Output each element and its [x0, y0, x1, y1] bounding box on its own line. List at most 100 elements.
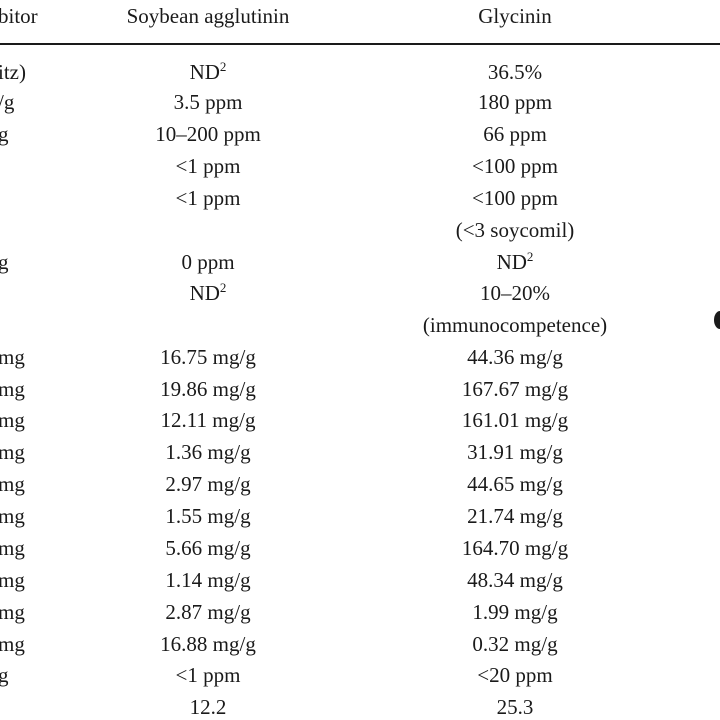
cell-text: 21.74 mg/g	[467, 504, 563, 528]
table-cell-col0-row-2: g	[0, 124, 9, 145]
table-cell-col2-row-9: 44.36 mg/g	[467, 347, 563, 368]
cell-text: 10–20%	[480, 281, 550, 305]
cell-text: mg	[0, 408, 25, 432]
table-cell-col1-row-12: 1.36 mg/g	[165, 442, 250, 463]
table-cell-col1-row-16: 1.14 mg/g	[165, 570, 250, 591]
cell-text: ND	[496, 250, 527, 274]
cell-text: 12.2	[189, 695, 227, 719]
cell-text: mg	[0, 568, 25, 592]
table-cell-col1-row-6: 0 ppm	[181, 252, 234, 273]
cell-text: 12.11 mg/g	[160, 408, 256, 432]
table-cell-col2-row-13: 44.65 mg/g	[467, 474, 563, 495]
table-cell-col1-row-0: ND2	[189, 59, 227, 84]
table-cell-col2-row-20: 25.3	[497, 697, 534, 718]
cell-text: 180 ppm	[477, 90, 553, 114]
cell-text: (<3 soycomil)	[455, 218, 575, 242]
cell-text: mg	[0, 472, 25, 496]
cell-text: ND	[189, 60, 220, 84]
cell-text: g	[0, 663, 9, 687]
cell-text: 0 ppm	[181, 250, 235, 274]
table-cell-col0-row-1: /g	[0, 92, 14, 113]
cell-text: <1 ppm	[175, 663, 241, 687]
cell-text: (immunocompetence)	[422, 313, 608, 337]
cell-text: 16.88 mg/g	[160, 632, 256, 656]
table-cell-col2-row-5: (<3 soycomil)	[456, 220, 575, 241]
cell-text: mg	[0, 345, 25, 369]
table-cell-col0-row-13: mg	[0, 474, 25, 495]
cell-text: mg	[0, 632, 25, 656]
table-cell-col1-row-3: <1 ppm	[176, 156, 241, 177]
header-col-glycinin: Glycinin	[478, 4, 552, 28]
table-cell-col0-row-17: mg	[0, 602, 25, 623]
cell-text: g	[0, 122, 9, 146]
table-cell-col1-row-14: 1.55 mg/g	[165, 506, 250, 527]
cell-text: mg	[0, 440, 25, 464]
cell-text: 1.14 mg/g	[165, 568, 251, 592]
table-cell-col0-row-15: mg	[0, 538, 25, 559]
table-cell-col2-row-3: <100 ppm	[472, 156, 558, 177]
table-cell-col2-row-18: 0.32 mg/g	[472, 634, 557, 655]
table-cell-col1-row-2: 10–200 ppm	[155, 124, 261, 145]
cell-text: 44.36 mg/g	[467, 345, 563, 369]
cell-text: 167.67 mg/g	[461, 377, 569, 401]
table-cell-col2-row-14: 21.74 mg/g	[467, 506, 563, 527]
table-cell-col1-row-18: 16.88 mg/g	[160, 634, 256, 655]
cell-text: 5.66 mg/g	[165, 536, 251, 560]
cell-text: 48.34 mg/g	[467, 568, 563, 592]
table-cell-col0-row-6: g	[0, 252, 9, 273]
table-cell-col2-row-10: 167.67 mg/g	[462, 379, 568, 400]
cell-text: itz)	[0, 60, 26, 84]
table-cell-col2-row-6: ND2	[496, 249, 534, 274]
table-cell-col0-row-16: mg	[0, 570, 25, 591]
footnote-marker: 2	[526, 249, 534, 264]
cell-text: ND	[189, 281, 220, 305]
cell-text: 19.86 mg/g	[160, 377, 256, 401]
cell-text: <100 ppm	[472, 186, 558, 210]
table-cell-col2-row-0: 36.5%	[488, 62, 542, 83]
cell-text: 161.01 mg/g	[461, 408, 569, 432]
cell-text: mg	[0, 600, 25, 624]
cell-text: mg	[0, 504, 25, 528]
table-cell-col1-row-9: 16.75 mg/g	[160, 347, 256, 368]
cell-text: 3.5 ppm	[173, 90, 243, 114]
cell-text: <100 ppm	[472, 154, 558, 178]
table-cell-col2-row-19: <20 ppm	[477, 665, 552, 686]
edge-mark	[714, 311, 720, 329]
table-cell-col0-row-10: mg	[0, 379, 25, 400]
table-cell-col2-row-15: 164.70 mg/g	[462, 538, 568, 559]
cell-text: 31.91 mg/g	[467, 440, 563, 464]
cell-text: g	[0, 250, 9, 274]
table-cell-col1-row-1: 3.5 ppm	[174, 92, 243, 113]
table-cell-col1-row-4: <1 ppm	[176, 188, 241, 209]
table-cell-col2-row-12: 31.91 mg/g	[467, 442, 563, 463]
cell-text: <20 ppm	[477, 663, 553, 687]
header-col-soybean-agglutinin: Soybean agglutinin	[126, 4, 290, 28]
table-cell-col2-row-8: (immunocompetence)	[423, 315, 607, 336]
footnote-marker: 2	[219, 280, 227, 295]
table-cell-col2-row-16: 48.34 mg/g	[467, 570, 563, 591]
table-cell-col1-row-19: <1 ppm	[176, 665, 241, 686]
table-cell-col0-row-18: mg	[0, 634, 25, 655]
table-cell-col0-row-19: g	[0, 665, 9, 686]
table-cell-col1-row-17: 2.87 mg/g	[165, 602, 250, 623]
cell-text: mg	[0, 377, 25, 401]
cell-text: 1.99 mg/g	[472, 600, 558, 624]
header-col-inhibitor: bitor	[0, 4, 38, 28]
table-cell-col0-row-0: itz)	[0, 62, 26, 83]
table-cell-col1-row-11: 12.11 mg/g	[161, 410, 256, 431]
cell-text: /g	[0, 90, 15, 114]
cell-text: 1.36 mg/g	[165, 440, 251, 464]
header-rule	[0, 43, 720, 45]
cell-text: 36.5%	[487, 60, 543, 84]
cell-text: 16.75 mg/g	[160, 345, 256, 369]
table-cell-col0-row-12: mg	[0, 442, 25, 463]
cell-text: 25.3	[496, 695, 534, 719]
cell-text: 2.97 mg/g	[165, 472, 251, 496]
table-cell-col2-row-7: 10–20%	[480, 283, 550, 304]
footnote-marker: 2	[219, 59, 227, 74]
table-cell-col1-row-10: 19.86 mg/g	[160, 379, 256, 400]
table-cell-col1-row-15: 5.66 mg/g	[165, 538, 250, 559]
table-cell-col2-row-4: <100 ppm	[472, 188, 558, 209]
cell-text: 66 ppm	[483, 122, 547, 146]
